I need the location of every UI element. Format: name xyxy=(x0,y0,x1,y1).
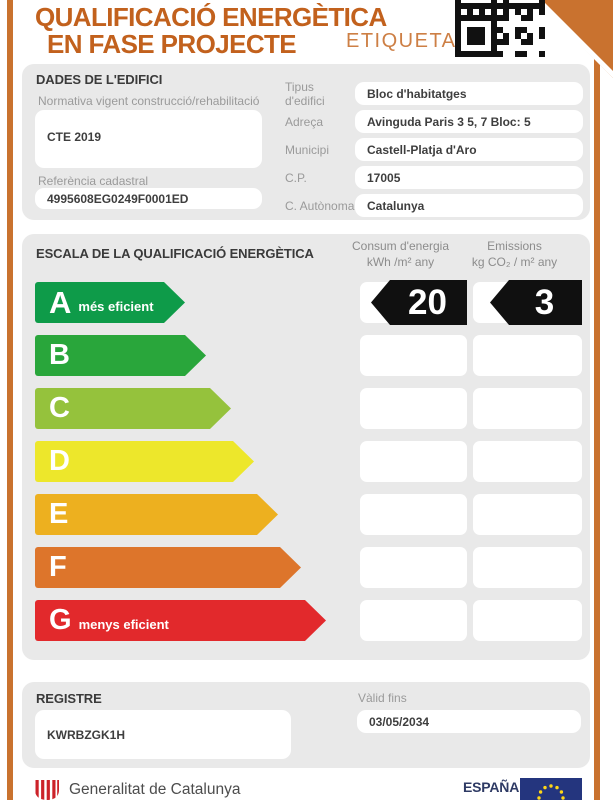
field-value-box: Avinguda Paris 3 5, 7 Bloc: 5 xyxy=(355,110,583,133)
cadastral-value-box: 4995608EG0249F0001ED xyxy=(35,188,262,209)
rating-row-b: B xyxy=(35,335,582,376)
consumption-column-header: Consum d'energia kWh /m² any xyxy=(347,238,454,270)
emissions-header-units: kg CO₂ / m² any xyxy=(471,255,558,269)
cadastral-label: Referència cadastral xyxy=(38,174,149,188)
rating-row-g: G menys eficient xyxy=(35,600,582,641)
field-label: Tipus d'edifici xyxy=(285,79,325,108)
normativa-value-box: CTE 2019 xyxy=(35,110,262,168)
emissions-cell xyxy=(473,441,582,482)
field-value-box: 17005 xyxy=(355,166,583,189)
field-label: Adreça xyxy=(285,114,324,129)
field-value-box: Catalunya xyxy=(355,194,583,217)
registry-section-title: REGISTRE xyxy=(36,691,102,706)
emissions-cell xyxy=(473,335,582,376)
generalitat-shield-icon xyxy=(35,780,59,800)
building-data-panel: DADES DE L'EDIFICI Normativa vigent cons… xyxy=(22,64,590,220)
field-value-box: Bloc d'habitatges xyxy=(355,82,583,105)
field-tipus-edifici: Tipus d'edifici Bloc d'habitatges xyxy=(285,79,583,108)
consumption-cell: 20 xyxy=(360,280,467,325)
consumption-cell xyxy=(360,335,467,376)
consumption-value-badge: 20 xyxy=(371,280,467,325)
emissions-header-title: Emissions xyxy=(487,239,542,253)
field-label: C. Autònoma xyxy=(285,198,355,213)
rating-bar-f: F xyxy=(35,547,301,588)
rating-row-d: D xyxy=(35,441,582,482)
consumption-cell xyxy=(360,600,467,641)
etiqueta-label: ETIQUETA xyxy=(346,30,457,52)
field-c-autonoma: C. Autònoma Catalunya xyxy=(285,194,583,217)
rating-bar-b: B xyxy=(35,335,206,376)
qr-code-icon xyxy=(455,0,545,57)
normativa-label: Normativa vigent construcció/rehabilitac… xyxy=(38,94,260,108)
building-section-title: DADES DE L'EDIFICI xyxy=(36,72,163,87)
rating-row-e: E xyxy=(35,494,582,535)
valid-until-value-box: 03/05/2034 xyxy=(357,710,581,733)
rating-rows: A més eficient 20 3 B C xyxy=(35,280,582,653)
page-subtitle: EN FASE PROJECTE xyxy=(47,29,297,59)
right-border-bar xyxy=(594,0,600,800)
rating-letter: E xyxy=(49,498,69,530)
rating-bar-g: G menys eficient xyxy=(35,600,326,641)
consumption-cell xyxy=(360,388,467,429)
valid-until-label: Vàlid fins xyxy=(358,691,407,705)
registry-value-box: KWRBZGK1H xyxy=(35,710,291,759)
rating-bar-d: D xyxy=(35,441,254,482)
consumption-cell xyxy=(360,547,467,588)
eu-flag-icon xyxy=(520,778,582,800)
rating-bar-label: més eficient xyxy=(78,298,154,314)
generalitat-label: Generalitat de Catalunya xyxy=(69,781,241,798)
field-municipi: Municipi Castell-Platja d'Aro xyxy=(285,138,583,161)
emissions-cell xyxy=(473,388,582,429)
emissions-cell xyxy=(473,494,582,535)
emissions-cell xyxy=(473,547,582,588)
page-title: QUALIFICACIÓ ENERGÈTICA xyxy=(35,2,387,32)
rating-row-c: C xyxy=(35,388,582,429)
rating-row-f: F xyxy=(35,547,582,588)
consumption-header-units: kWh /m² any xyxy=(366,255,435,269)
rating-bar-label: menys eficient xyxy=(78,616,169,632)
rating-letter: G xyxy=(49,604,72,636)
field-label: C.P. xyxy=(285,170,307,185)
field-label: Municipi xyxy=(285,142,330,157)
registry-panel: REGISTRE KWRBZGK1H Vàlid fins 03/05/2034 xyxy=(22,682,590,768)
espana-label: ESPAÑA xyxy=(463,779,520,795)
rating-letter: A xyxy=(49,285,72,320)
rating-letter: C xyxy=(49,392,70,424)
rating-bar-e: E xyxy=(35,494,278,535)
consumption-header-title: Consum d'energia xyxy=(351,239,449,253)
field-value-box: Castell-Platja d'Aro xyxy=(355,138,583,161)
generalitat-branding: Generalitat de Catalunya xyxy=(34,779,240,800)
emissions-cell: 3 xyxy=(473,280,582,325)
rating-letter: B xyxy=(49,339,70,371)
rating-scale-panel: ESCALA DE LA QUALIFICACIÓ ENERGÈTICA Con… xyxy=(22,234,590,660)
emissions-cell xyxy=(473,600,582,641)
rating-bar-a: A més eficient xyxy=(35,282,185,323)
consumption-cell xyxy=(360,441,467,482)
emissions-column-header: Emissions kg CO₂ / m² any xyxy=(460,238,569,270)
rating-bar-c: C xyxy=(35,388,231,429)
left-border-bar xyxy=(7,0,13,800)
field-adreca: Adreça Avinguda Paris 3 5, 7 Bloc: 5 xyxy=(285,110,583,133)
rating-row-a: A més eficient 20 3 xyxy=(35,280,582,325)
field-cp: C.P. 17005 xyxy=(285,166,583,189)
scale-section-title: ESCALA DE LA QUALIFICACIÓ ENERGÈTICA xyxy=(36,246,314,261)
rating-letter: F xyxy=(49,551,67,583)
emissions-value-badge: 3 xyxy=(490,280,582,325)
consumption-cell xyxy=(360,494,467,535)
rating-letter: D xyxy=(49,445,70,477)
